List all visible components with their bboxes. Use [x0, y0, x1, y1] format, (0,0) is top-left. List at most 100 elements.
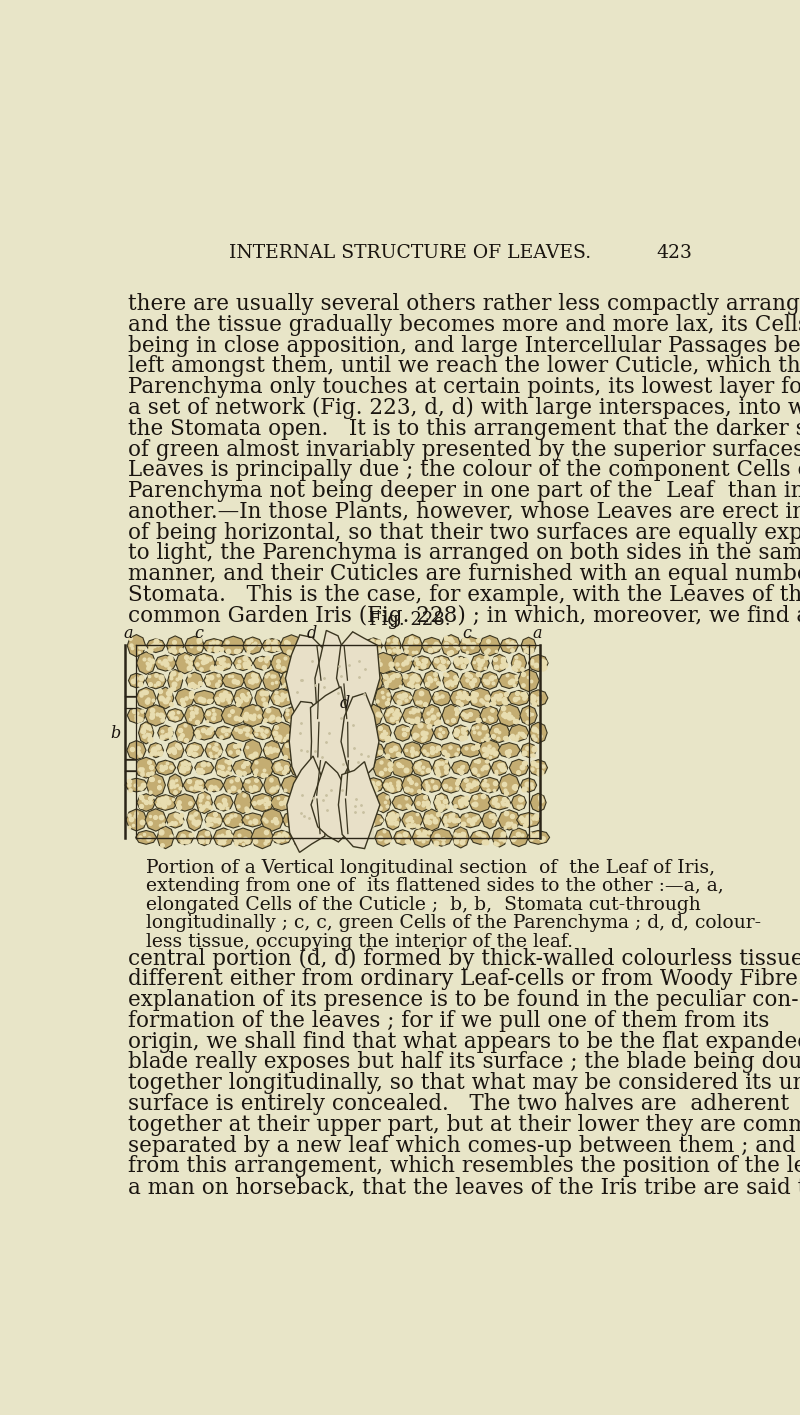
Polygon shape — [222, 637, 245, 655]
Polygon shape — [460, 743, 481, 757]
Polygon shape — [157, 826, 174, 849]
Polygon shape — [253, 657, 271, 669]
Polygon shape — [498, 774, 520, 797]
Polygon shape — [529, 689, 548, 706]
Polygon shape — [158, 724, 174, 740]
Polygon shape — [290, 702, 328, 787]
Polygon shape — [148, 743, 163, 757]
Polygon shape — [197, 829, 212, 846]
Polygon shape — [287, 756, 326, 852]
Polygon shape — [127, 740, 146, 760]
Polygon shape — [234, 791, 252, 814]
Polygon shape — [490, 691, 510, 706]
Polygon shape — [470, 722, 490, 743]
Polygon shape — [430, 829, 453, 846]
Polygon shape — [433, 758, 450, 777]
Polygon shape — [185, 705, 205, 726]
Polygon shape — [282, 812, 300, 828]
Polygon shape — [412, 688, 432, 709]
Polygon shape — [434, 792, 449, 812]
Polygon shape — [205, 741, 223, 760]
Polygon shape — [363, 671, 384, 691]
Polygon shape — [491, 760, 508, 775]
Polygon shape — [214, 794, 233, 811]
Text: INTERNAL STRUCTURE OF LEAVES.: INTERNAL STRUCTURE OF LEAVES. — [229, 243, 591, 262]
Polygon shape — [262, 669, 282, 692]
Text: b: b — [110, 724, 120, 743]
Polygon shape — [136, 831, 157, 845]
Polygon shape — [203, 638, 225, 652]
Polygon shape — [365, 705, 382, 726]
Polygon shape — [155, 760, 176, 775]
Polygon shape — [422, 637, 442, 654]
Polygon shape — [154, 795, 177, 811]
Polygon shape — [363, 814, 384, 826]
Polygon shape — [292, 689, 310, 706]
Text: Stomata.   This is the case, for example, with the Leaves of the: Stomata. This is the case, for example, … — [128, 584, 800, 606]
Polygon shape — [127, 634, 146, 657]
Polygon shape — [470, 831, 490, 845]
Polygon shape — [280, 635, 303, 657]
Polygon shape — [362, 743, 385, 758]
Text: another.—In those Plants, however, whose Leaves are erect instead: another.—In those Plants, however, whose… — [128, 501, 800, 524]
Polygon shape — [250, 794, 274, 811]
Polygon shape — [454, 657, 468, 669]
Polygon shape — [452, 795, 470, 809]
Polygon shape — [280, 669, 303, 692]
Polygon shape — [422, 705, 442, 726]
Polygon shape — [166, 741, 184, 760]
Polygon shape — [243, 637, 262, 654]
Polygon shape — [222, 672, 245, 689]
Polygon shape — [492, 654, 507, 672]
Polygon shape — [459, 708, 482, 723]
Polygon shape — [365, 638, 382, 654]
Polygon shape — [402, 634, 422, 657]
Polygon shape — [402, 672, 422, 689]
Polygon shape — [186, 809, 202, 831]
Text: of green almost invariably presented by the superior surfaces of: of green almost invariably presented by … — [128, 439, 800, 460]
Polygon shape — [392, 691, 413, 706]
Polygon shape — [382, 777, 404, 794]
Polygon shape — [469, 792, 491, 812]
Polygon shape — [270, 794, 293, 811]
Text: c: c — [194, 625, 203, 642]
Polygon shape — [271, 652, 293, 674]
Polygon shape — [510, 828, 529, 846]
Polygon shape — [271, 760, 292, 775]
Polygon shape — [392, 794, 414, 811]
Polygon shape — [145, 705, 166, 726]
Polygon shape — [394, 829, 411, 845]
Polygon shape — [315, 631, 354, 717]
Polygon shape — [480, 706, 500, 724]
Polygon shape — [520, 706, 537, 724]
Polygon shape — [175, 689, 194, 708]
Polygon shape — [420, 743, 443, 758]
Text: Parenchyma only touches at certain points, its lowest layer forming: Parenchyma only touches at certain point… — [128, 376, 800, 398]
Text: being in close apposition, and large Intercellular Passages being: being in close apposition, and large Int… — [128, 334, 800, 357]
Polygon shape — [129, 674, 145, 688]
Polygon shape — [222, 705, 246, 726]
Polygon shape — [469, 688, 492, 708]
Text: formation of the leaves ; for if we pull one of them from its: formation of the leaves ; for if we pull… — [128, 1010, 770, 1032]
Polygon shape — [441, 635, 461, 657]
Polygon shape — [282, 775, 302, 794]
Polygon shape — [471, 654, 490, 672]
Text: elongated Cells of the Cuticle ;  b, b,  Stomata cut-through: elongated Cells of the Cuticle ; b, b, S… — [146, 896, 702, 914]
Polygon shape — [521, 778, 537, 792]
Polygon shape — [250, 757, 274, 778]
Polygon shape — [412, 760, 432, 777]
Text: together at their upper part, but at their lower they are commonly: together at their upper part, but at the… — [128, 1114, 800, 1136]
Polygon shape — [234, 655, 253, 671]
Polygon shape — [511, 795, 526, 811]
Polygon shape — [286, 635, 329, 726]
Polygon shape — [137, 794, 155, 811]
Polygon shape — [283, 708, 299, 723]
Text: Leaves is principally due ; the colour of the component Cells of the: Leaves is principally due ; the colour o… — [128, 460, 800, 481]
Polygon shape — [222, 812, 244, 828]
Polygon shape — [508, 691, 530, 706]
Polygon shape — [470, 757, 491, 778]
Polygon shape — [460, 671, 482, 691]
Polygon shape — [232, 828, 254, 846]
Polygon shape — [434, 726, 449, 740]
Text: surface is entirely concealed.   The two halves are  adherent: surface is entirely concealed. The two h… — [128, 1092, 789, 1115]
